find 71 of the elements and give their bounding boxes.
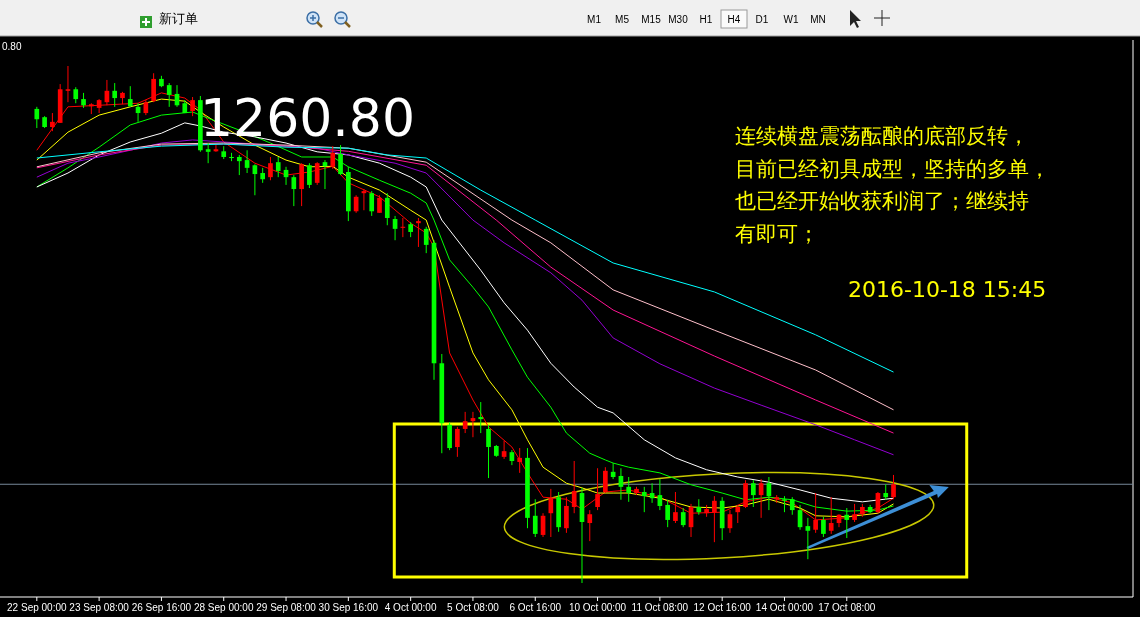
- candlestick: [595, 467, 600, 511]
- candlestick: [190, 96, 195, 117]
- candlestick: [486, 424, 491, 479]
- candlestick: [307, 162, 312, 189]
- candlestick: [127, 85, 133, 108]
- candlestick: [750, 479, 756, 508]
- x-tick-label: 23 Sep 08:00: [69, 602, 130, 613]
- candlestick: [166, 82, 172, 108]
- text: M30: [668, 14, 689, 25]
- candlestick: [462, 411, 468, 434]
- candlestick: [587, 509, 593, 542]
- candlestick: [805, 517, 811, 560]
- candlestick: [330, 145, 336, 170]
- x-tick-label: 10 Oct 00:00: [568, 602, 627, 613]
- x-tick-label: 30 Sep 16:00: [318, 602, 379, 613]
- candlestick: [891, 474, 896, 500]
- annotation: 目前已经初具成型，坚持的多单，: [735, 156, 1050, 181]
- candlestick: [268, 156, 273, 181]
- candlestick: [603, 466, 608, 494]
- candlestick: [314, 161, 320, 186]
- candlestick: [447, 421, 452, 451]
- text: H1: [699, 14, 713, 25]
- candlestick: [50, 112, 55, 132]
- text: M15: [641, 14, 662, 25]
- candlestick: [571, 460, 577, 514]
- text: H4: [727, 14, 741, 25]
- text: 0.80: [2, 41, 22, 52]
- candlestick: [291, 174, 297, 207]
- x-tick-label: 4 Oct 00:00: [384, 602, 437, 613]
- x-tick-label: 12 Oct 16:00: [693, 602, 752, 613]
- candlestick: [205, 142, 211, 164]
- candlestick: [416, 217, 421, 248]
- candlestick: [517, 447, 523, 474]
- x-tick-label: 28 Sep 00:00: [193, 602, 254, 613]
- candlestick: [455, 426, 460, 458]
- candlestick: [338, 144, 343, 176]
- candlestick: [478, 401, 484, 434]
- candlestick: [384, 192, 390, 226]
- annotation: 1260.80: [200, 88, 416, 148]
- x-tick-label: 11 Oct 08:00: [631, 602, 689, 613]
- x-tick-label: 5 Oct 08:00: [447, 602, 500, 613]
- candlestick: [112, 82, 118, 108]
- x-tick-label: 29 Sep 08:00: [256, 602, 317, 613]
- candlestick: [34, 106, 40, 129]
- text: W1: [783, 14, 799, 25]
- candlestick: [665, 499, 670, 528]
- candlestick: [680, 507, 686, 528]
- x-tick-label: 22 Sep 00:00: [7, 602, 67, 613]
- x-tick-label: 17 Oct 08:00: [818, 602, 876, 613]
- annotation: 连续横盘震荡酝酿的底部反转，: [735, 124, 1029, 148]
- x-tick-label: 26 Sep 16:00: [131, 602, 192, 613]
- candlestick: [532, 498, 538, 538]
- candlestick: [821, 516, 826, 538]
- candlestick: [369, 190, 375, 217]
- candlestick: [236, 154, 242, 176]
- text: 新订单: [158, 11, 198, 26]
- candlestick: [641, 486, 647, 513]
- candlestick: [423, 226, 429, 254]
- text: M1: [587, 14, 602, 25]
- x-tick-label: 6 Oct 16:00: [509, 602, 562, 613]
- candlestick: [743, 479, 748, 509]
- candlestick: [275, 156, 281, 178]
- annotation: 也已经开始收获利润了；继续持: [735, 189, 1029, 213]
- x-tick-label: 14 Oct 00:00: [755, 602, 814, 613]
- text: D1: [755, 14, 769, 25]
- annotation: 2016-10-18 15:45: [848, 277, 1047, 302]
- candlestick: [65, 65, 71, 103]
- text: M5: [615, 14, 630, 25]
- text: MN: [810, 14, 826, 25]
- annotation: 有即可；: [735, 221, 819, 246]
- candlestick: [626, 476, 632, 503]
